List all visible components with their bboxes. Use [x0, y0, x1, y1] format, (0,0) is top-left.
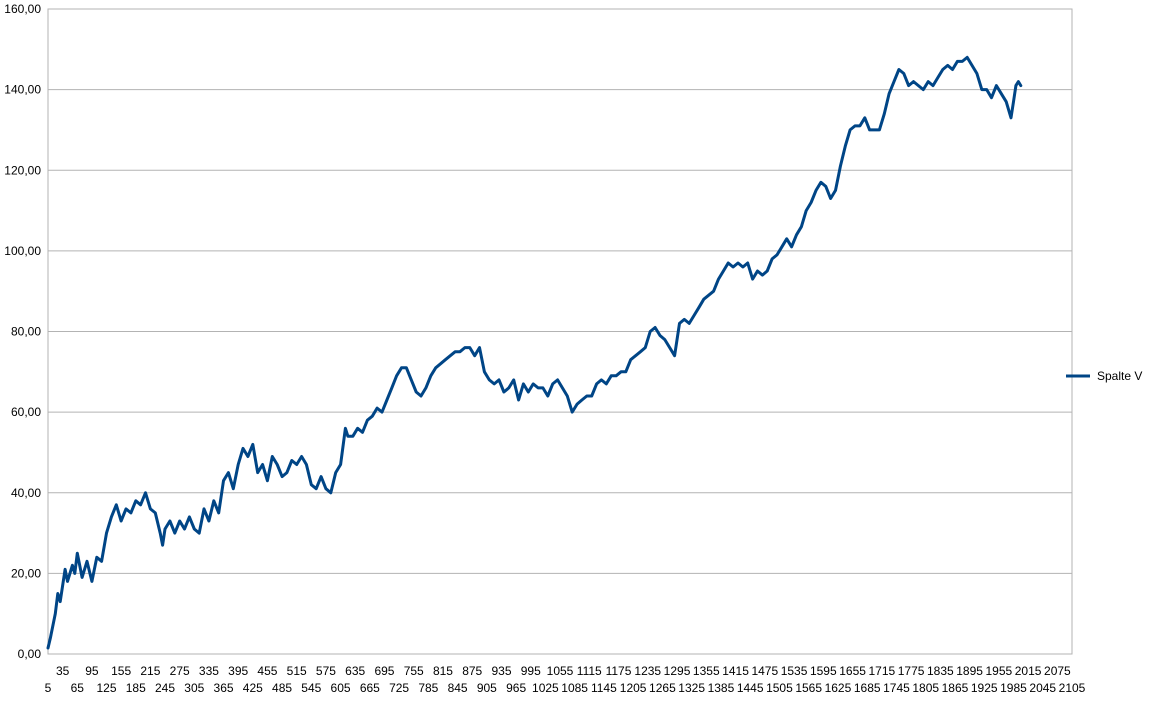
- x-tick-label-top: 335: [199, 664, 219, 678]
- x-tick-label-bottom: 1865: [942, 681, 969, 695]
- x-tick-label-top: 1655: [839, 664, 866, 678]
- x-tick-label-bottom: 1745: [883, 681, 910, 695]
- x-tick-label-top: 2075: [1044, 664, 1071, 678]
- x-tick-label-bottom: 725: [389, 681, 409, 695]
- x-tick-label-bottom: 1205: [620, 681, 647, 695]
- x-axis-tick-labels: 35 95 155 215 275 335 395 455 515 575 635 695 755 815…: [45, 664, 1086, 695]
- x-tick-label-top: 1835: [927, 664, 954, 678]
- y-tick-label: 100,00: [4, 244, 41, 258]
- y-axis-tick-labels: 0,00 20,00 40,00 60,00 80,00 100,00 120,00 140,…: [4, 2, 41, 661]
- x-tick-label-bottom: 1085: [561, 681, 588, 695]
- x-tick-label-bottom: 1505: [766, 681, 793, 695]
- x-tick-label-top: 815: [433, 664, 453, 678]
- x-tick-label-bottom: 1925: [971, 681, 998, 695]
- x-tick-label-top: 395: [228, 664, 248, 678]
- x-tick-label-top: 1415: [722, 664, 749, 678]
- x-tick-label-top: 515: [287, 664, 307, 678]
- x-tick-label-top: 215: [140, 664, 160, 678]
- x-tick-label-bottom: 545: [301, 681, 321, 695]
- x-tick-label-bottom: 1385: [708, 681, 735, 695]
- x-tick-label-bottom: 65: [71, 681, 85, 695]
- legend-label: Spalte V: [1097, 369, 1142, 383]
- legend: Spalte V: [1066, 369, 1142, 383]
- x-tick-label-top: 635: [345, 664, 365, 678]
- y-tick-label: 140,00: [4, 83, 41, 97]
- x-tick-label-bottom: 785: [418, 681, 438, 695]
- x-tick-label-top: 695: [374, 664, 394, 678]
- x-tick-label-bottom: 125: [96, 681, 116, 695]
- x-tick-label-top: 875: [462, 664, 482, 678]
- x-tick-label-top: 1955: [986, 664, 1013, 678]
- x-tick-label-top: 1715: [868, 664, 895, 678]
- x-tick-label-top: 1475: [751, 664, 778, 678]
- x-tick-label-bottom: 605: [331, 681, 351, 695]
- x-tick-label-top: 935: [491, 664, 511, 678]
- x-tick-label-top: 455: [257, 664, 277, 678]
- y-tick-label: 120,00: [4, 163, 41, 177]
- x-tick-label-bottom: 2105: [1059, 681, 1086, 695]
- y-tick-label: 20,00: [11, 566, 41, 580]
- x-tick-label-bottom: 365: [214, 681, 234, 695]
- y-tick-label: 60,00: [11, 405, 41, 419]
- x-tick-label-bottom: 1565: [795, 681, 822, 695]
- x-tick-label-bottom: 1025: [532, 681, 559, 695]
- y-tick-label: 160,00: [4, 2, 41, 16]
- x-tick-label-bottom: 1265: [649, 681, 676, 695]
- x-tick-label-top: 35: [56, 664, 70, 678]
- x-tick-label-bottom: 2045: [1029, 681, 1056, 695]
- series-line-spalte-v: [46, 55, 1023, 650]
- x-tick-label-bottom: 5: [45, 681, 52, 695]
- x-tick-label-top: 1175: [606, 664, 632, 678]
- y-tick-label: 0,00: [18, 647, 42, 661]
- x-tick-label-bottom: 305: [184, 681, 204, 695]
- x-tick-label-bottom: 1445: [737, 681, 764, 695]
- x-tick-label-top: 2015: [1015, 664, 1042, 678]
- x-tick-label-bottom: 845: [448, 681, 468, 695]
- x-tick-label-top: 575: [316, 664, 336, 678]
- x-tick-label-top: 1235: [634, 664, 661, 678]
- x-tick-label-top: 1595: [810, 664, 837, 678]
- x-tick-label-bottom: 245: [155, 681, 175, 695]
- grid-lines: [47, 8, 1073, 655]
- x-tick-label-top: 755: [404, 664, 424, 678]
- x-tick-label-top: 1895: [956, 664, 983, 678]
- x-tick-label-top: 95: [85, 664, 99, 678]
- x-tick-label-bottom: 1325: [678, 681, 705, 695]
- x-tick-label-top: 1055: [547, 664, 574, 678]
- x-tick-label-top: 1295: [664, 664, 691, 678]
- x-tick-label-bottom: 965: [506, 681, 526, 695]
- x-tick-label-bottom: 1685: [854, 681, 881, 695]
- x-tick-label-top: 1535: [781, 664, 808, 678]
- x-tick-label-top: 995: [521, 664, 541, 678]
- x-tick-label-bottom: 485: [272, 681, 292, 695]
- x-tick-label-bottom: 425: [243, 681, 263, 695]
- x-tick-label-bottom: 185: [126, 681, 146, 695]
- x-tick-label-bottom: 665: [360, 681, 380, 695]
- y-tick-label: 80,00: [11, 325, 41, 339]
- x-tick-label-bottom: 1985: [1000, 681, 1027, 695]
- x-tick-label-top: 1775: [898, 664, 925, 678]
- x-tick-label-top: 155: [111, 664, 131, 678]
- x-tick-label-top: 275: [170, 664, 190, 678]
- y-tick-label: 40,00: [11, 486, 41, 500]
- x-tick-label-top: 1355: [693, 664, 720, 678]
- x-tick-label-bottom: 1805: [912, 681, 939, 695]
- x-tick-label-bottom: 905: [477, 681, 497, 695]
- x-tick-label-bottom: 1145: [591, 681, 617, 695]
- x-tick-label-top: 1115: [577, 664, 602, 678]
- x-tick-label-bottom: 1625: [825, 681, 852, 695]
